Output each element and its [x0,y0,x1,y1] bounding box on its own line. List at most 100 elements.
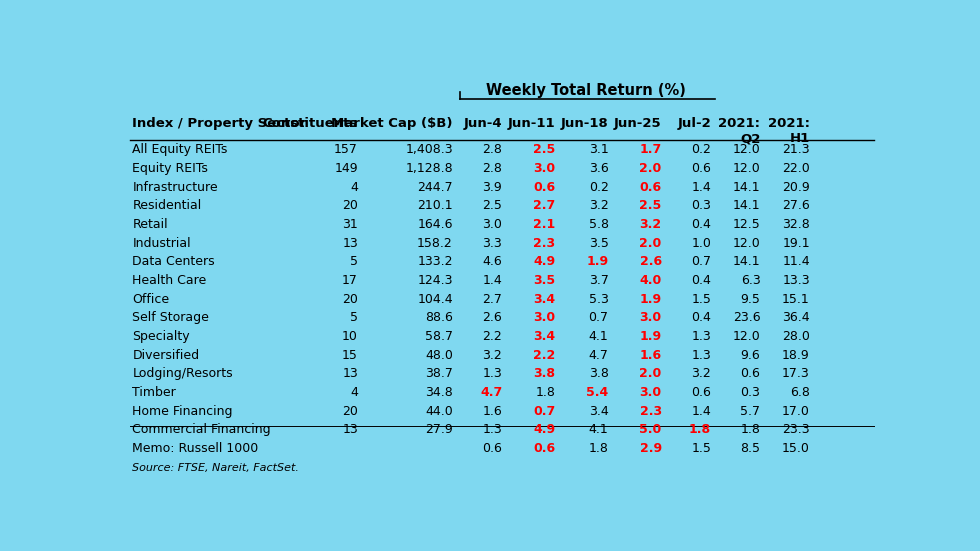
Text: 4.9: 4.9 [533,423,556,436]
Text: 3.2: 3.2 [589,199,609,212]
Text: 0.6: 0.6 [691,386,711,399]
Text: 48.0: 48.0 [425,349,453,361]
Text: 0.6: 0.6 [533,442,556,455]
Text: 0.6: 0.6 [533,181,556,193]
Text: Commercial Financing: Commercial Financing [132,423,271,436]
Text: Data Centers: Data Centers [132,255,215,268]
Text: 44.0: 44.0 [425,404,453,418]
Text: 4: 4 [350,181,358,193]
Text: Self Storage: Self Storage [132,311,210,325]
Text: 5.4: 5.4 [586,386,609,399]
Text: 19.1: 19.1 [782,237,809,250]
Text: Infrastructure: Infrastructure [132,181,218,193]
Text: 27.6: 27.6 [782,199,809,212]
Text: 2.7: 2.7 [482,293,502,306]
Text: 2.0: 2.0 [640,368,662,380]
Text: 3.4: 3.4 [533,330,556,343]
Text: 1.5: 1.5 [691,442,711,455]
Text: 1.3: 1.3 [482,368,502,380]
Text: 1.7: 1.7 [640,143,662,156]
Text: 5: 5 [350,255,358,268]
Text: 2.2: 2.2 [533,349,556,361]
Text: Residential: Residential [132,199,202,212]
Text: Lodging/Resorts: Lodging/Resorts [132,368,233,380]
Text: 4.7: 4.7 [589,349,609,361]
Text: 22.0: 22.0 [782,162,809,175]
Text: 0.2: 0.2 [691,143,711,156]
Text: 14.1: 14.1 [733,181,760,193]
Text: 0.2: 0.2 [589,181,609,193]
Text: 17.3: 17.3 [782,368,809,380]
Text: 0.7: 0.7 [589,311,609,325]
Text: 4: 4 [350,386,358,399]
Text: 0.4: 0.4 [691,218,711,231]
Text: 1,408.3: 1,408.3 [406,143,453,156]
Text: Memo: Russell 1000: Memo: Russell 1000 [132,442,259,455]
Text: Specialty: Specialty [132,330,190,343]
Text: Weekly Total Return (%): Weekly Total Return (%) [486,83,686,98]
Text: 1.3: 1.3 [482,423,502,436]
Text: 0.6: 0.6 [482,442,502,455]
Text: 1.6: 1.6 [640,349,662,361]
Text: 3.8: 3.8 [589,368,609,380]
Text: 12.5: 12.5 [733,218,760,231]
Text: 0.6: 0.6 [741,368,760,380]
Text: 1.4: 1.4 [691,404,711,418]
Text: 0.6: 0.6 [640,181,662,193]
Text: 0.3: 0.3 [741,386,760,399]
Text: 2021:
H1: 2021: H1 [768,117,809,145]
Text: 58.7: 58.7 [425,330,453,343]
Text: 0.6: 0.6 [691,162,711,175]
Text: 3.2: 3.2 [691,368,711,380]
Text: 13.3: 13.3 [782,274,809,287]
Text: 3.0: 3.0 [640,386,662,399]
Text: 2.2: 2.2 [482,330,502,343]
Text: 3.5: 3.5 [533,274,556,287]
Text: 3.8: 3.8 [533,368,556,380]
Text: 158.2: 158.2 [417,237,453,250]
Text: 1.4: 1.4 [691,181,711,193]
Text: 104.4: 104.4 [417,293,453,306]
Text: 13: 13 [342,237,358,250]
Text: 2.3: 2.3 [640,404,662,418]
Text: 1,128.8: 1,128.8 [406,162,453,175]
Text: 4.1: 4.1 [589,330,609,343]
Text: 1.8: 1.8 [589,442,609,455]
Text: 1.9: 1.9 [640,293,662,306]
Text: 2.7: 2.7 [533,199,556,212]
Text: 157: 157 [334,143,358,156]
Text: 3.1: 3.1 [589,143,609,156]
Text: 3.6: 3.6 [589,162,609,175]
Text: 5.7: 5.7 [741,404,760,418]
Text: 3.2: 3.2 [640,218,662,231]
Text: Equity REITs: Equity REITs [132,162,208,175]
Text: 2.8: 2.8 [482,143,502,156]
Text: 10: 10 [342,330,358,343]
Text: Jun-11: Jun-11 [508,117,556,130]
Text: 18.9: 18.9 [782,349,809,361]
Text: 36.4: 36.4 [782,311,809,325]
Text: 5: 5 [350,311,358,325]
Text: 124.3: 124.3 [417,274,453,287]
Text: 3.4: 3.4 [533,293,556,306]
Text: 2.3: 2.3 [533,237,556,250]
Text: 5.0: 5.0 [640,423,662,436]
Text: 20: 20 [342,404,358,418]
Text: 5.8: 5.8 [589,218,609,231]
Text: 2021:
Q2: 2021: Q2 [718,117,760,145]
Text: Jun-25: Jun-25 [614,117,662,130]
Text: 244.7: 244.7 [417,181,453,193]
Text: Jul-2: Jul-2 [677,117,711,130]
Text: 8.5: 8.5 [741,442,760,455]
Text: 21.3: 21.3 [782,143,809,156]
Text: 20: 20 [342,293,358,306]
Text: Office: Office [132,293,170,306]
Text: 9.5: 9.5 [741,293,760,306]
Text: Constituents: Constituents [263,117,358,130]
Text: 149: 149 [334,162,358,175]
Text: 88.6: 88.6 [425,311,453,325]
Text: 1.9: 1.9 [640,330,662,343]
Text: 0.4: 0.4 [691,311,711,325]
Text: 3.4: 3.4 [589,404,609,418]
Text: Diversified: Diversified [132,349,200,361]
